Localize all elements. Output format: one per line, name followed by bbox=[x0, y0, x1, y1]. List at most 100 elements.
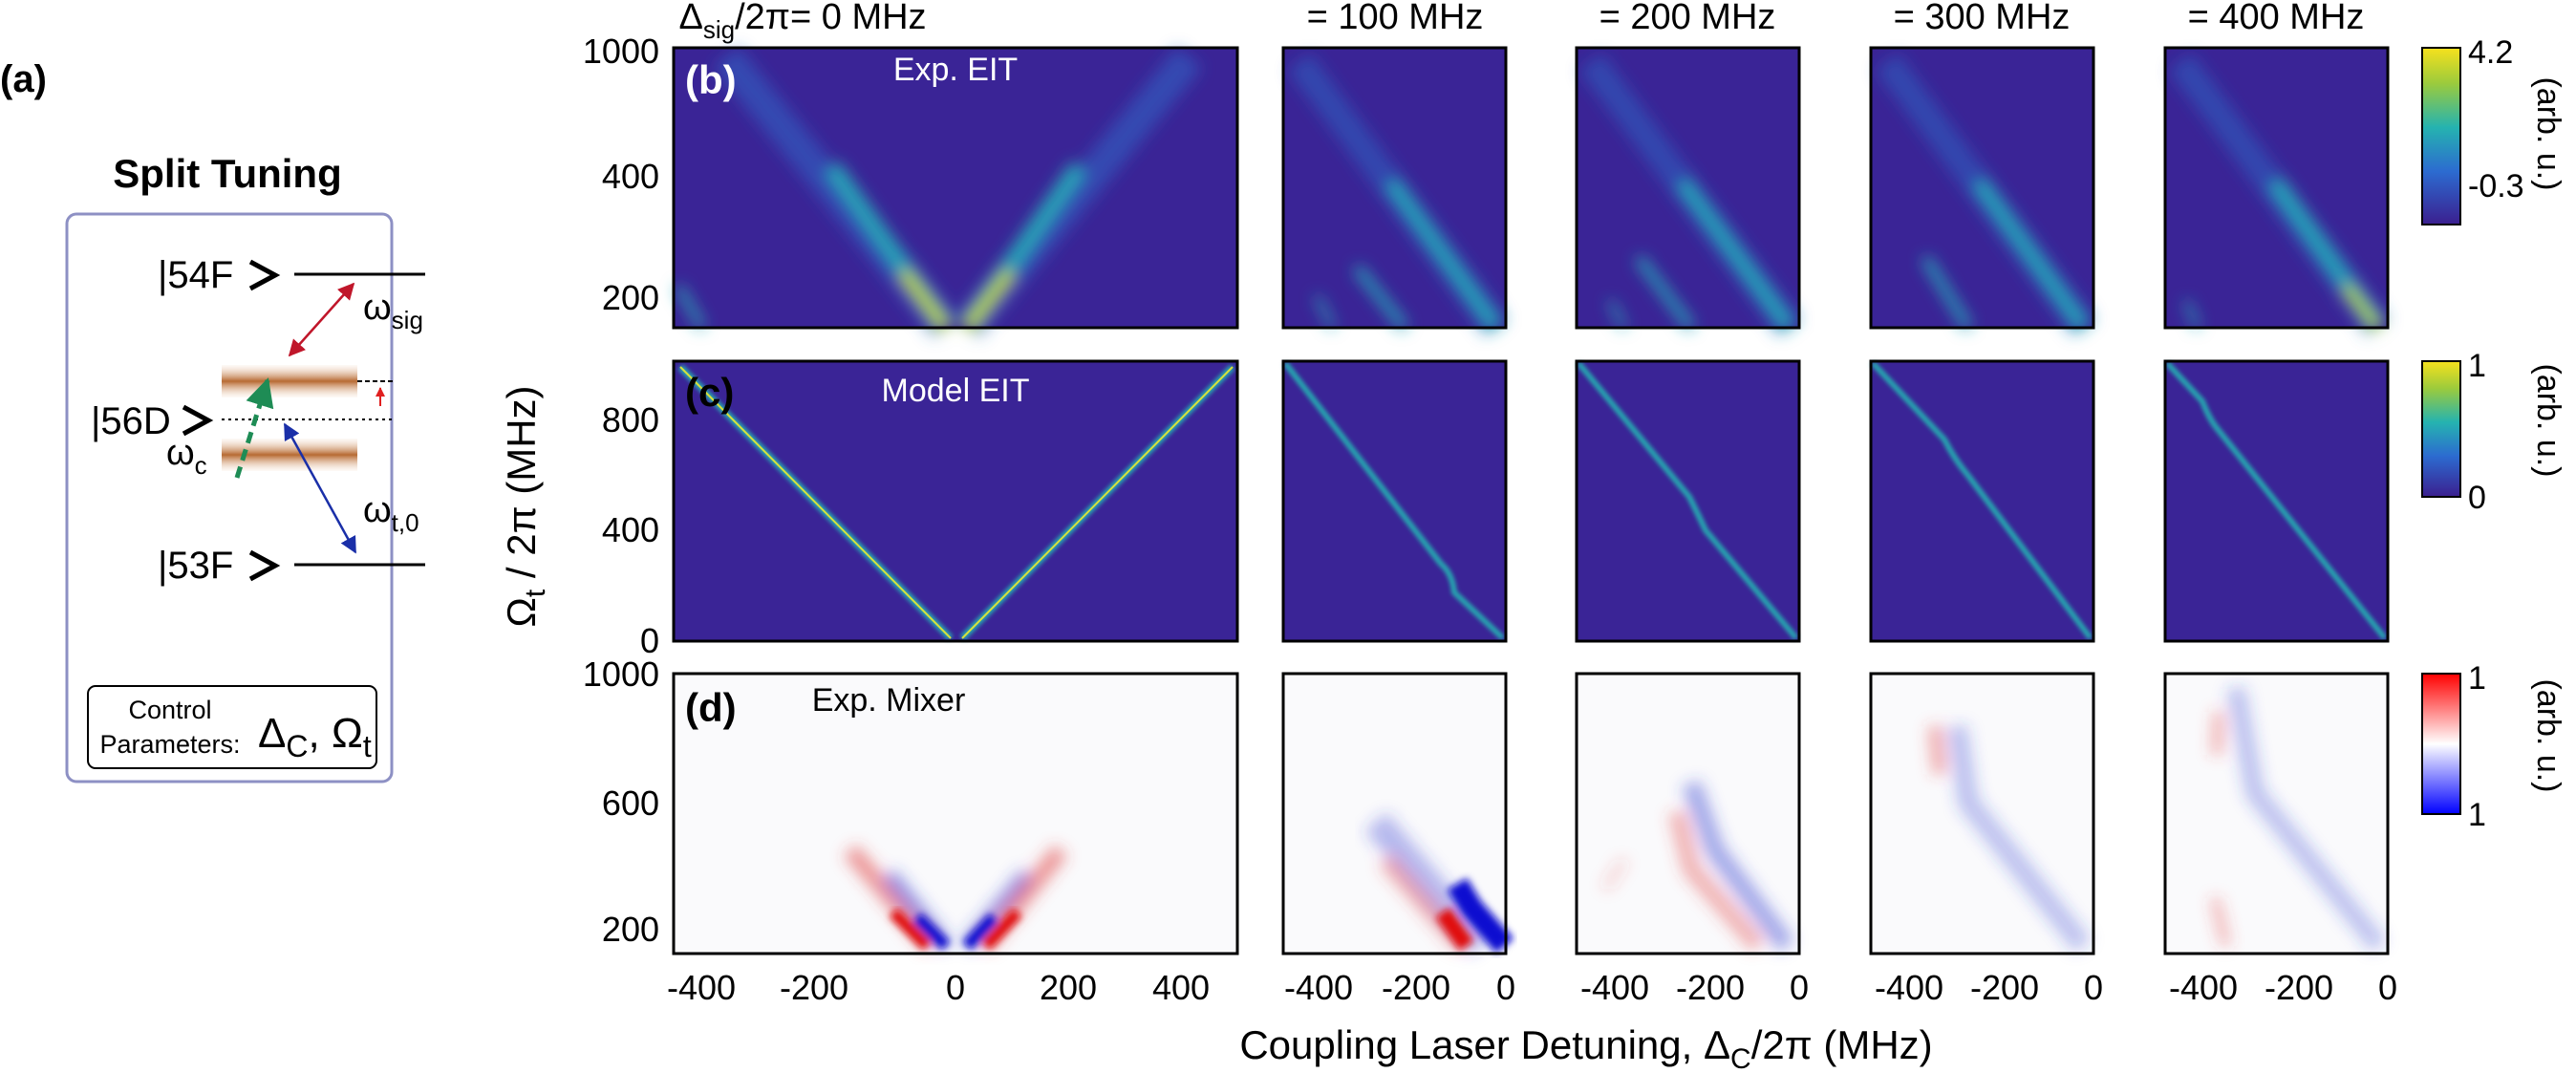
colorbar-b bbox=[2421, 47, 2461, 225]
dressed-band-upper bbox=[222, 365, 357, 397]
ytick-c: 0 bbox=[640, 621, 659, 660]
ytick-b: 400 bbox=[602, 157, 659, 196]
xtick: -200 bbox=[2265, 968, 2333, 1007]
panel-a: (a) Split Tuning |54F |53F |56D ωsig ωc … bbox=[0, 58, 425, 783]
column-title-100: = 100 MHz bbox=[1307, 0, 1484, 37]
xtick: -400 bbox=[2169, 968, 2238, 1007]
colorbar-d bbox=[2421, 673, 2461, 815]
colorbar-b-min: -0.3 bbox=[2468, 168, 2524, 204]
heatmap-c-col0-line-core bbox=[679, 366, 1234, 639]
xtick: 0 bbox=[1496, 968, 1515, 1007]
x-axis-title: Coupling Laser Detuning, ΔC/2π (MHz) bbox=[1239, 1022, 1932, 1073]
panel-label-b: (b) bbox=[685, 57, 737, 102]
heatmap-b-col3-signal bbox=[1875, 54, 2096, 336]
xtick: -200 bbox=[1676, 968, 1745, 1007]
level-54F-label: |54F bbox=[158, 254, 233, 296]
axes-frame bbox=[672, 672, 1239, 955]
colorbar-c bbox=[2421, 360, 2461, 498]
xtick: 400 bbox=[1152, 968, 1210, 1007]
heatmap-b-col4-signal bbox=[2168, 54, 2391, 336]
axes-frame bbox=[1575, 359, 1801, 643]
panel-label-c: (c) bbox=[685, 370, 734, 415]
ket-bracket-icon bbox=[248, 259, 281, 291]
heatmap-c-col0 bbox=[674, 361, 1237, 641]
xtick: -400 bbox=[1875, 968, 1943, 1007]
xtick: -400 bbox=[1580, 968, 1649, 1007]
axes-frame bbox=[1575, 46, 1801, 330]
axes-frame bbox=[672, 46, 1239, 330]
heatmap-d-col0-core bbox=[889, 908, 1022, 951]
panel-label-d: (d) bbox=[685, 685, 737, 730]
heatmap-b-col0-signal bbox=[675, 47, 1203, 338]
colorbar-d-max: 1 bbox=[2468, 660, 2486, 697]
colorbar-c-unit: (arb. u.) bbox=[2530, 363, 2566, 477]
axes-frame bbox=[1281, 359, 1508, 643]
colorbar-d-unit: (arb. u.) bbox=[2530, 678, 2566, 792]
xtick: 0 bbox=[1790, 968, 1809, 1007]
omega-t0-label: ωt,0 bbox=[363, 490, 419, 537]
colorbar-b-unit: (arb. u.) bbox=[2530, 76, 2566, 190]
ytick-d: 600 bbox=[602, 783, 659, 823]
xtick: 0 bbox=[2084, 968, 2103, 1007]
level-56D-label: |56D bbox=[91, 400, 171, 442]
xtick: 0 bbox=[2378, 968, 2397, 1007]
heatmap-d-col2-signal bbox=[1601, 780, 1794, 952]
column-title-200: = 200 MHz bbox=[1599, 0, 1776, 37]
axes-frame bbox=[2163, 359, 2390, 643]
heatmap-d-col3-signal bbox=[1928, 724, 2092, 953]
diagram-frame bbox=[65, 212, 394, 783]
axes-frame bbox=[672, 359, 1239, 643]
row-c-model-eit: (c) Model EIT 800 400 0 1 0 (arb. u.) bbox=[602, 348, 2566, 660]
row-annotation-b: Exp. EIT bbox=[893, 52, 1018, 88]
row-annotation-d: Exp. Mixer bbox=[812, 682, 966, 719]
axes-frame bbox=[2163, 46, 2390, 330]
xtick: 200 bbox=[1040, 968, 1097, 1007]
diagram-title: Split Tuning bbox=[113, 151, 342, 196]
column-title-0: Δsig/2π= 0 MHz bbox=[678, 0, 926, 44]
axes-frame bbox=[1869, 46, 2095, 330]
column-title-300: = 300 MHz bbox=[1894, 0, 2071, 37]
colorbar-c-min: 0 bbox=[2468, 480, 2486, 516]
xtick: -200 bbox=[1970, 968, 2039, 1007]
ytick-d: 1000 bbox=[583, 655, 659, 694]
xtick: -400 bbox=[667, 968, 736, 1007]
heatmap-d-col0 bbox=[674, 674, 1237, 954]
ytick-c: 800 bbox=[602, 400, 659, 440]
axes-frame bbox=[2163, 672, 2390, 955]
omega-sig-arrow bbox=[288, 282, 355, 357]
axes-frame bbox=[1869, 359, 2095, 643]
axes-frame bbox=[1281, 46, 1508, 330]
xtick-labels: -400 -200 0 200 400 -400 -200 0 -400 -20… bbox=[667, 968, 2397, 1007]
xtick: -200 bbox=[780, 968, 848, 1007]
control-label-line1: Control bbox=[128, 696, 211, 724]
control-params-symbols: ΔC, Ωt bbox=[258, 710, 372, 763]
column-title-400: = 400 MHz bbox=[2188, 0, 2365, 37]
colorbar-d-min: 1 bbox=[2468, 797, 2486, 833]
control-label-line2: Parameters: bbox=[99, 730, 240, 759]
ket-bracket-icon bbox=[182, 404, 214, 437]
xtick: -400 bbox=[1284, 968, 1353, 1007]
colorbar-c-max: 1 bbox=[2468, 348, 2486, 384]
row-b-exp-eit: (b) Exp. EIT bbox=[583, 32, 2566, 338]
colorbar-b-max: 4.2 bbox=[2468, 34, 2513, 71]
heatmap-b-col2-signal bbox=[1578, 54, 1802, 336]
omega-c-label: ωc bbox=[166, 433, 207, 480]
y-axis-title: Ωt / 2π (MHz) bbox=[499, 385, 551, 627]
ytick-c: 400 bbox=[602, 510, 659, 549]
ket-bracket-icon bbox=[248, 549, 281, 582]
panel-label-a: (a) bbox=[0, 58, 47, 100]
heatmap-d-col1-core bbox=[1435, 877, 1514, 954]
omega-sig-label: ωsig bbox=[363, 288, 423, 334]
heatmap-d-col4-signal bbox=[2210, 686, 2387, 953]
heatmap-b-col1-signal bbox=[1287, 54, 1509, 336]
ytick-d: 200 bbox=[602, 910, 659, 949]
ytick-b: 200 bbox=[602, 278, 659, 317]
axes-frame bbox=[1869, 672, 2095, 955]
level-53F-label: |53F bbox=[158, 545, 233, 587]
control-params-box bbox=[87, 685, 377, 769]
axes-frame bbox=[1575, 672, 1801, 955]
row-d-exp-mixer: (d) Exp. Mixer bbox=[583, 655, 2566, 955]
row-annotation-c: Model EIT bbox=[882, 373, 1030, 409]
heatmap-c-col3-line bbox=[1870, 360, 2093, 640]
